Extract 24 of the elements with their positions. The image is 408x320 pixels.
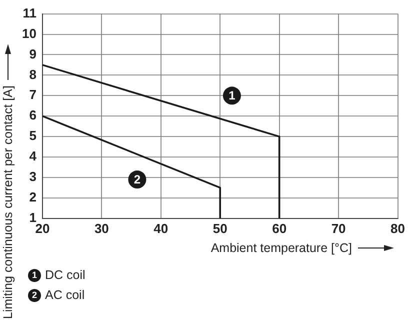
y-tick-label: 9 [29,46,36,62]
y-tick-label: 6 [29,108,36,123]
x-axis-title: Ambient temperature [°C] [210,241,352,255]
y-tick-label: 10 [22,26,36,41]
y-tick-label: 11 [22,5,36,20]
annotation: 2 [134,172,141,186]
x-tick-label: 70 [331,220,346,236]
y-tick-label: 7 [29,87,36,102]
legend-label: DC coil [45,268,86,282]
y-tick-label: 1 [29,210,36,225]
y-axis-title: Limiting continuous current per contact [A] [1,86,15,319]
x-tick-label: 30 [94,220,109,236]
x-tick-label: 80 [390,220,406,236]
y-tick-label: 3 [29,169,36,184]
y-tick-label: 5 [29,128,36,144]
y-tick-label: 8 [29,66,36,82]
x-tick-label: 20 [35,220,50,236]
annotation: 1 [228,88,236,102]
y-tick-label: 4 [29,148,38,164]
x-tick-label: 60 [272,220,287,236]
x-tick-label: 40 [154,220,168,236]
x-tick-label: 50 [212,220,228,236]
legend-label: AC coil [45,288,85,302]
y-tick-label: 2 [29,190,36,205]
